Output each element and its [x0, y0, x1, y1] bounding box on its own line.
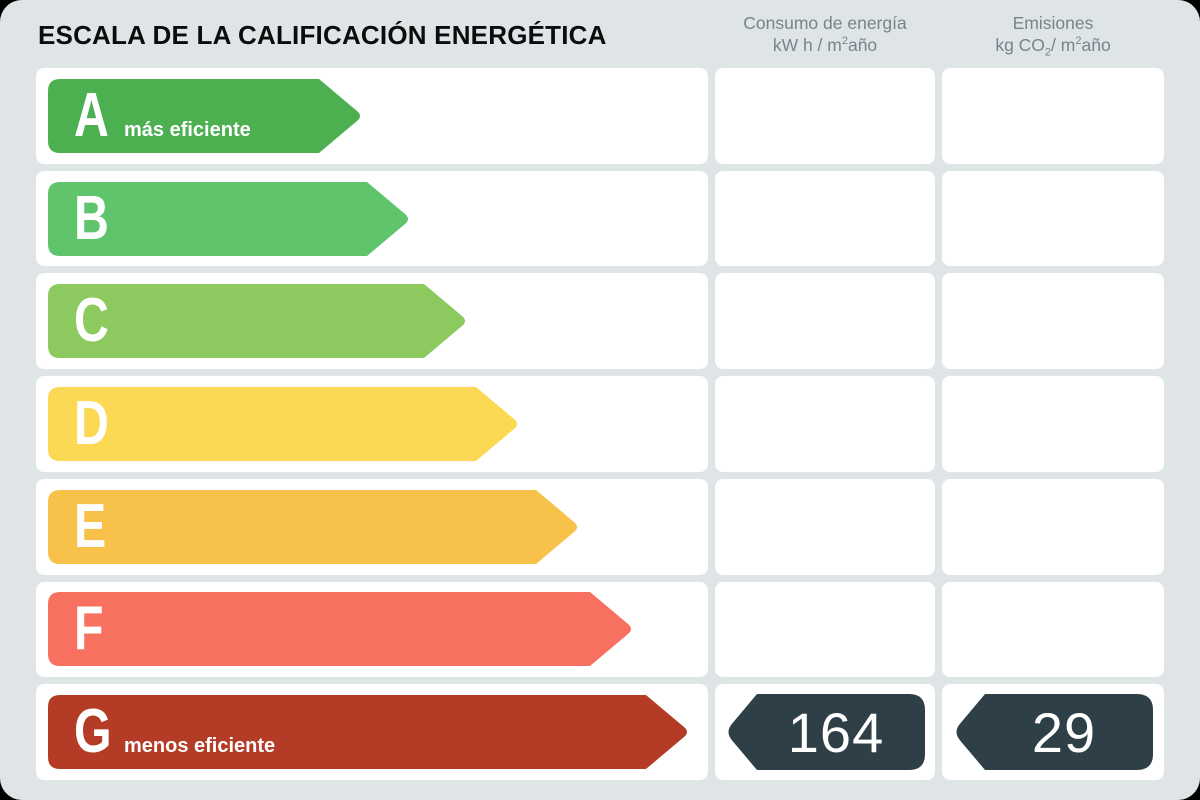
rating-arrow-icon-g	[48, 695, 687, 770]
column-header-emisiones: Emisiones kg CO2/ m2año	[942, 12, 1164, 59]
consumo-cell-b	[715, 170, 935, 267]
consumo-header-line2: kW h / m2año	[715, 34, 935, 56]
consumo-value-arrow: 164	[725, 694, 925, 771]
rating-bar-d: D	[48, 386, 520, 461]
emisiones-header-line2: kg CO2/ m2año	[942, 34, 1164, 59]
rating-cell-d: D	[36, 376, 708, 472]
rating-arrow-icon-b	[48, 181, 408, 256]
consumo-header-line1: Consumo de energía	[743, 13, 907, 33]
rating-arrow-icon-f	[48, 592, 631, 667]
emisiones-cell-d	[942, 376, 1164, 472]
emisiones-cell-b	[942, 170, 1164, 267]
text-part: kW h / m	[772, 35, 842, 55]
consumo-value: 164	[787, 700, 885, 764]
subscript: 2	[1044, 46, 1052, 59]
left-arrow-icon	[956, 694, 1153, 771]
emisiones-value: 29	[1031, 700, 1097, 764]
rating-sublabel-g: menos eficiente	[124, 735, 276, 758]
rating-sublabel-a: más eficiente	[124, 118, 251, 141]
consumo-cell-a	[715, 68, 935, 164]
consumo-cell-g: 164	[715, 684, 935, 780]
text-part: año	[847, 35, 878, 55]
consumo-cell-c	[715, 273, 935, 370]
rating-letter-b: B	[74, 183, 109, 253]
rating-letter-c: C	[74, 286, 109, 356]
emisiones-cell-g: 29	[942, 684, 1164, 780]
rating-cell-f: F	[36, 581, 708, 678]
consumo-cell-e	[715, 478, 935, 575]
superscript: 2	[841, 35, 848, 48]
rating-letter-d: D	[74, 388, 109, 458]
rating-letter-a: A	[74, 80, 109, 150]
rating-bar-f: F	[48, 592, 634, 667]
rating-cell-b: B	[36, 170, 708, 267]
rating-arrow-icon-c	[48, 284, 465, 359]
rating-arrow-icon-e	[48, 489, 577, 564]
consumo-cell-d	[715, 376, 935, 472]
rating-bar-c: C	[48, 284, 468, 359]
emisiones-cell-c	[942, 273, 1164, 370]
text-part: año	[1081, 35, 1111, 55]
rating-letter-e: E	[74, 491, 107, 561]
emisiones-cell-f	[942, 581, 1164, 678]
rating-cell-c: C	[36, 273, 708, 370]
text-part: kg CO	[995, 35, 1045, 55]
emisiones-cell-a	[942, 68, 1164, 164]
consumo-cell-f	[715, 581, 935, 678]
superscript: 2	[1075, 35, 1082, 48]
emisiones-header-line1: Emisiones	[1012, 13, 1094, 33]
emisiones-value-arrow: 29	[953, 694, 1153, 771]
rating-bar-e: E	[48, 489, 580, 564]
page-title: ESCALA DE LA CALIFICACIÓN ENERGÉTICA	[38, 20, 607, 50]
emisiones-cell-e	[942, 478, 1164, 575]
column-header-consumo: Consumo de energía kW h / m2año	[715, 12, 935, 56]
rating-bar-b: B	[48, 181, 411, 256]
rating-letter-g: G	[74, 697, 112, 767]
rating-cell-e: E	[36, 478, 708, 575]
text-part: / m	[1051, 35, 1076, 55]
rating-letter-f: F	[74, 594, 104, 664]
left-arrow-icon	[728, 694, 925, 771]
rating-arrow-icon-d	[48, 386, 517, 461]
rating-arrow-icon-a	[48, 78, 360, 153]
